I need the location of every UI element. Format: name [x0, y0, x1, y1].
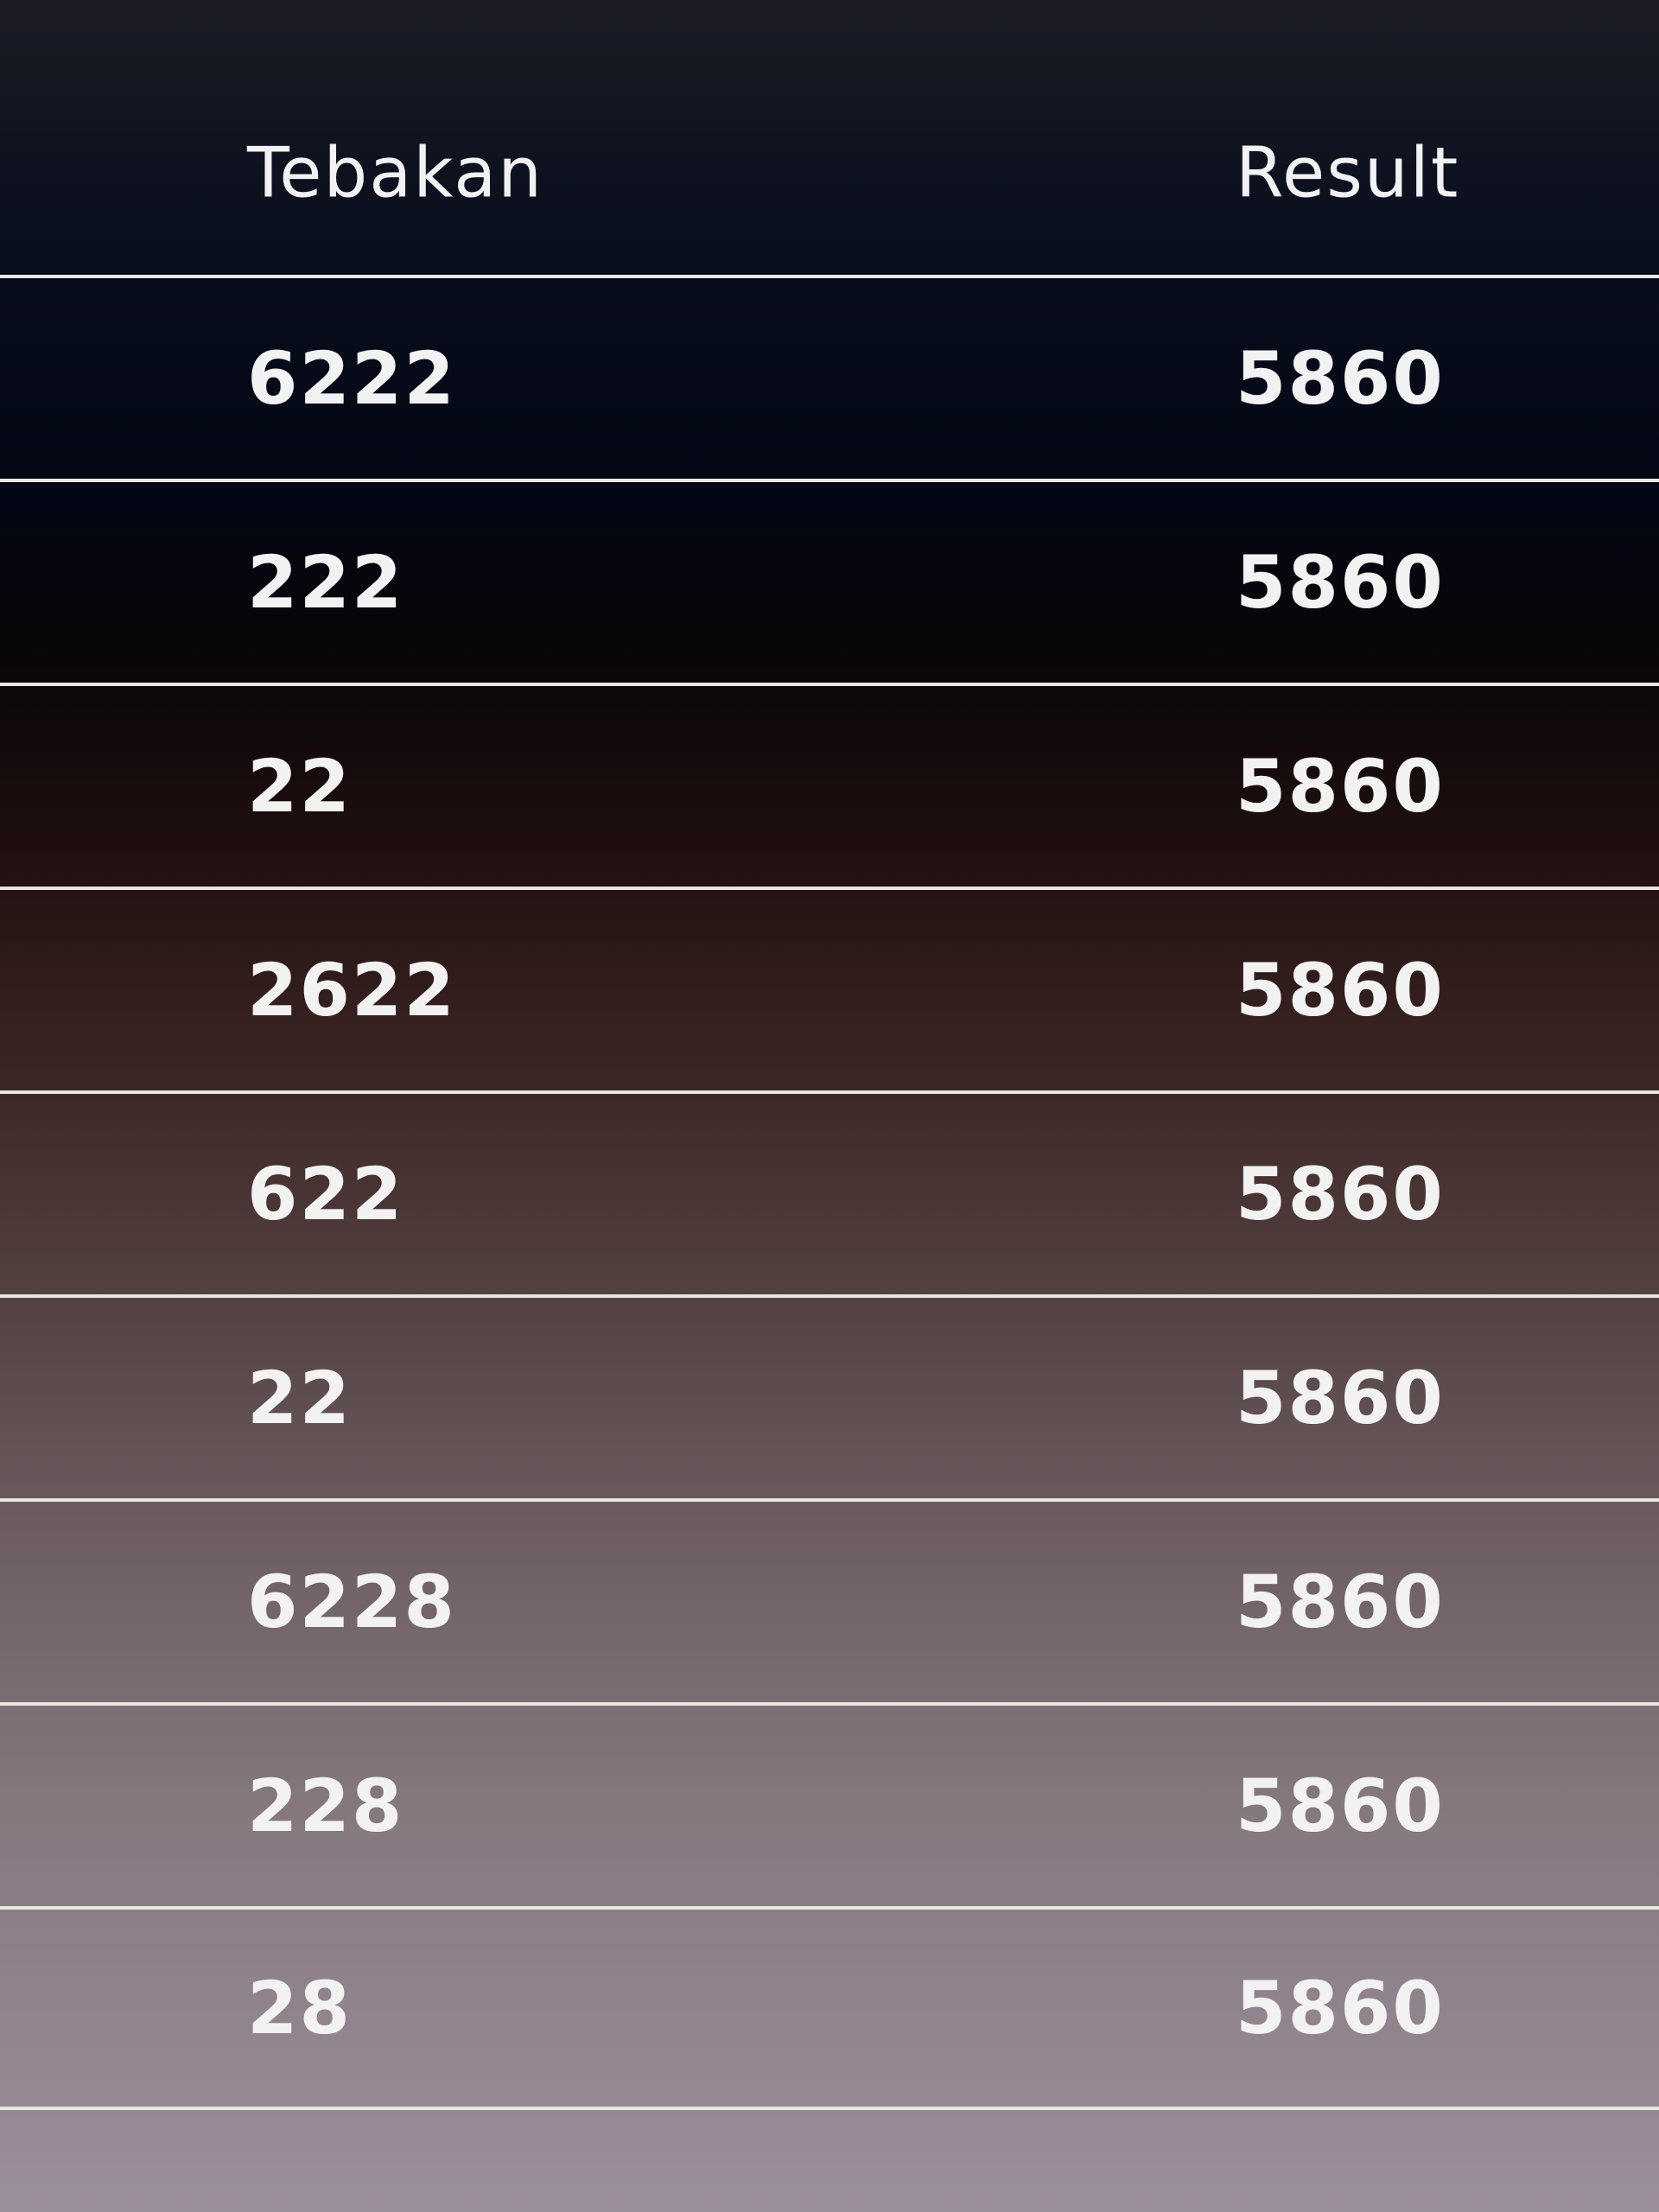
table-row: 28 5860 — [0, 1906, 1659, 2110]
tebakan-cell: 2622 — [247, 948, 456, 1033]
result-cell: 5860 — [1236, 1966, 1445, 2050]
result-cell: 5860 — [1236, 948, 1445, 1033]
tebakan-cell: 22 — [247, 1356, 352, 1440]
result-cell: 5860 — [1236, 336, 1445, 421]
table-row: 6222 5860 — [0, 275, 1659, 479]
table-row: 222 5860 — [0, 479, 1659, 683]
result-cell: 5860 — [1236, 1560, 1445, 1644]
table-header: Tebakan Result — [0, 0, 1659, 275]
table-row: 622 5860 — [0, 1090, 1659, 1294]
column-header-tebakan: Tebakan — [247, 132, 543, 213]
table-row: 2622 5860 — [0, 887, 1659, 1090]
table-row: 6228 5860 — [0, 1498, 1659, 1702]
guess-results-table: Tebakan Result 6222 5860 222 5860 22 5860 2622… — [0, 0, 1659, 2110]
tebakan-cell: 6222 — [247, 336, 456, 421]
table-row: 22 5860 — [0, 683, 1659, 887]
result-cell: 5860 — [1236, 1152, 1445, 1236]
tebakan-cell: 622 — [247, 1152, 404, 1236]
result-cell: 5860 — [1236, 540, 1445, 625]
tebakan-cell: 6228 — [247, 1560, 456, 1644]
result-cell: 5860 — [1236, 1764, 1445, 1848]
result-cell: 5860 — [1236, 1356, 1445, 1440]
tebakan-cell: 22 — [247, 744, 352, 829]
tebakan-cell: 222 — [247, 540, 404, 625]
tebakan-cell: 28 — [247, 1966, 352, 2050]
table-row: 228 5860 — [0, 1702, 1659, 1906]
tebakan-cell: 228 — [247, 1764, 404, 1848]
table-row: 22 5860 — [0, 1294, 1659, 1498]
result-cell: 5860 — [1236, 744, 1445, 829]
column-header-result: Result — [1236, 132, 1460, 213]
